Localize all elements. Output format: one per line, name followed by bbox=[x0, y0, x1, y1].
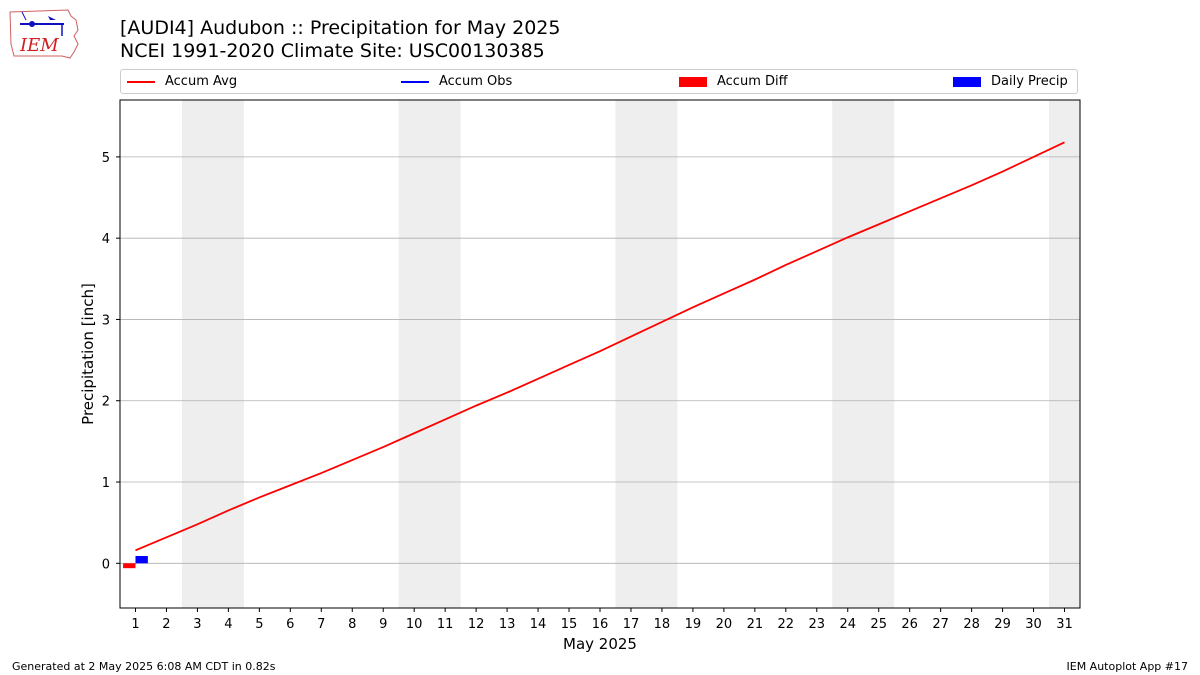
legend-item-accum-obs: Accum Obs bbox=[401, 70, 512, 93]
x-tick-label-26: 26 bbox=[901, 617, 918, 632]
x-tick-label-23: 23 bbox=[809, 617, 826, 632]
logo-text: IEM bbox=[19, 35, 59, 56]
chart-subtitle: NCEI 1991-2020 Climate Site: USC00130385 bbox=[120, 40, 545, 62]
y-axis-label: Precipitation [inch] bbox=[79, 283, 97, 425]
y-tick-label-0: 0 bbox=[102, 557, 110, 572]
x-tick-label-24: 24 bbox=[839, 617, 856, 632]
line-accum-avg bbox=[135, 141, 1065, 552]
x-tick-label-20: 20 bbox=[716, 617, 733, 632]
x-tick-label-31: 31 bbox=[1056, 617, 1073, 632]
legend-item-accum-avg: Accum Avg bbox=[127, 70, 237, 93]
y-tick-label-1: 1 bbox=[102, 476, 110, 491]
iowa-outline-icon bbox=[9, 9, 79, 59]
x-tick-label-17: 17 bbox=[623, 617, 640, 632]
x-tick-label-21: 21 bbox=[747, 617, 764, 632]
x-tick-label-5: 5 bbox=[255, 617, 263, 632]
x-tick-label-22: 22 bbox=[778, 617, 795, 632]
app-label: IEM Autoplot App #17 bbox=[1066, 660, 1189, 673]
x-tick-label-14: 14 bbox=[530, 617, 547, 632]
y-tick-label-4: 4 bbox=[102, 232, 110, 247]
x-tick-label-19: 19 bbox=[685, 617, 702, 632]
legend-label-accum-avg: Accum Avg bbox=[165, 74, 238, 89]
generated-timestamp: Generated at 2 May 2025 6:08 AM CDT in 0… bbox=[12, 660, 276, 673]
y-tick-label-5: 5 bbox=[102, 151, 110, 166]
x-tick-label-30: 30 bbox=[1025, 617, 1042, 632]
x-tick-label-1: 1 bbox=[131, 617, 139, 632]
x-tick-label-6: 6 bbox=[286, 617, 294, 632]
legend-label-accum-diff: Accum Diff bbox=[717, 74, 788, 89]
weekend-band-5 bbox=[1049, 100, 1080, 608]
x-tick-label-25: 25 bbox=[870, 617, 887, 632]
legend: Accum Avg Accum Obs Accum Diff Daily Pre… bbox=[120, 69, 1078, 94]
x-tick-label-10: 10 bbox=[406, 617, 423, 632]
x-tick-label-7: 7 bbox=[317, 617, 325, 632]
y-tick-label-2: 2 bbox=[102, 395, 110, 410]
x-tick-label-13: 13 bbox=[499, 617, 516, 632]
legend-swatch-daily-precip bbox=[953, 76, 981, 87]
y-tick-label-3: 3 bbox=[102, 313, 110, 328]
bar-accum-diff-day-1 bbox=[123, 563, 136, 569]
x-tick-label-4: 4 bbox=[224, 617, 232, 632]
legend-item-accum-diff: Accum Diff bbox=[679, 70, 788, 93]
x-tick-label-8: 8 bbox=[348, 617, 356, 632]
x-tick-label-12: 12 bbox=[468, 617, 485, 632]
x-tick-label-18: 18 bbox=[654, 617, 671, 632]
x-tick-label-9: 9 bbox=[379, 617, 387, 632]
iem-logo: IEM bbox=[9, 9, 79, 59]
x-tick-label-16: 16 bbox=[592, 617, 609, 632]
x-tick-label-28: 28 bbox=[963, 617, 980, 632]
bar-daily-precip-day-1 bbox=[135, 555, 148, 564]
weekend-band-3 bbox=[615, 100, 678, 608]
x-axis-label: May 2025 bbox=[563, 635, 637, 653]
x-tick-label-2: 2 bbox=[162, 617, 170, 632]
x-tick-label-11: 11 bbox=[437, 617, 454, 632]
legend-swatch-accum-diff bbox=[679, 76, 707, 87]
legend-label-daily-precip: Daily Precip bbox=[991, 74, 1068, 89]
x-tick-label-15: 15 bbox=[561, 617, 578, 632]
plot-frame bbox=[119, 99, 1081, 609]
legend-swatch-accum-avg bbox=[127, 80, 155, 83]
weekend-band-1 bbox=[181, 100, 244, 608]
legend-label-accum-obs: Accum Obs bbox=[439, 74, 513, 89]
chart-title: [AUDI4] Audubon :: Precipitation for May… bbox=[120, 17, 561, 39]
x-tick-label-3: 3 bbox=[193, 617, 201, 632]
legend-item-daily-precip: Daily Precip bbox=[953, 70, 1068, 93]
x-tick-label-29: 29 bbox=[994, 617, 1011, 632]
weekend-band-4 bbox=[832, 100, 895, 608]
weekend-band-2 bbox=[398, 100, 461, 608]
x-tick-label-27: 27 bbox=[932, 617, 949, 632]
legend-swatch-accum-obs bbox=[401, 80, 429, 83]
